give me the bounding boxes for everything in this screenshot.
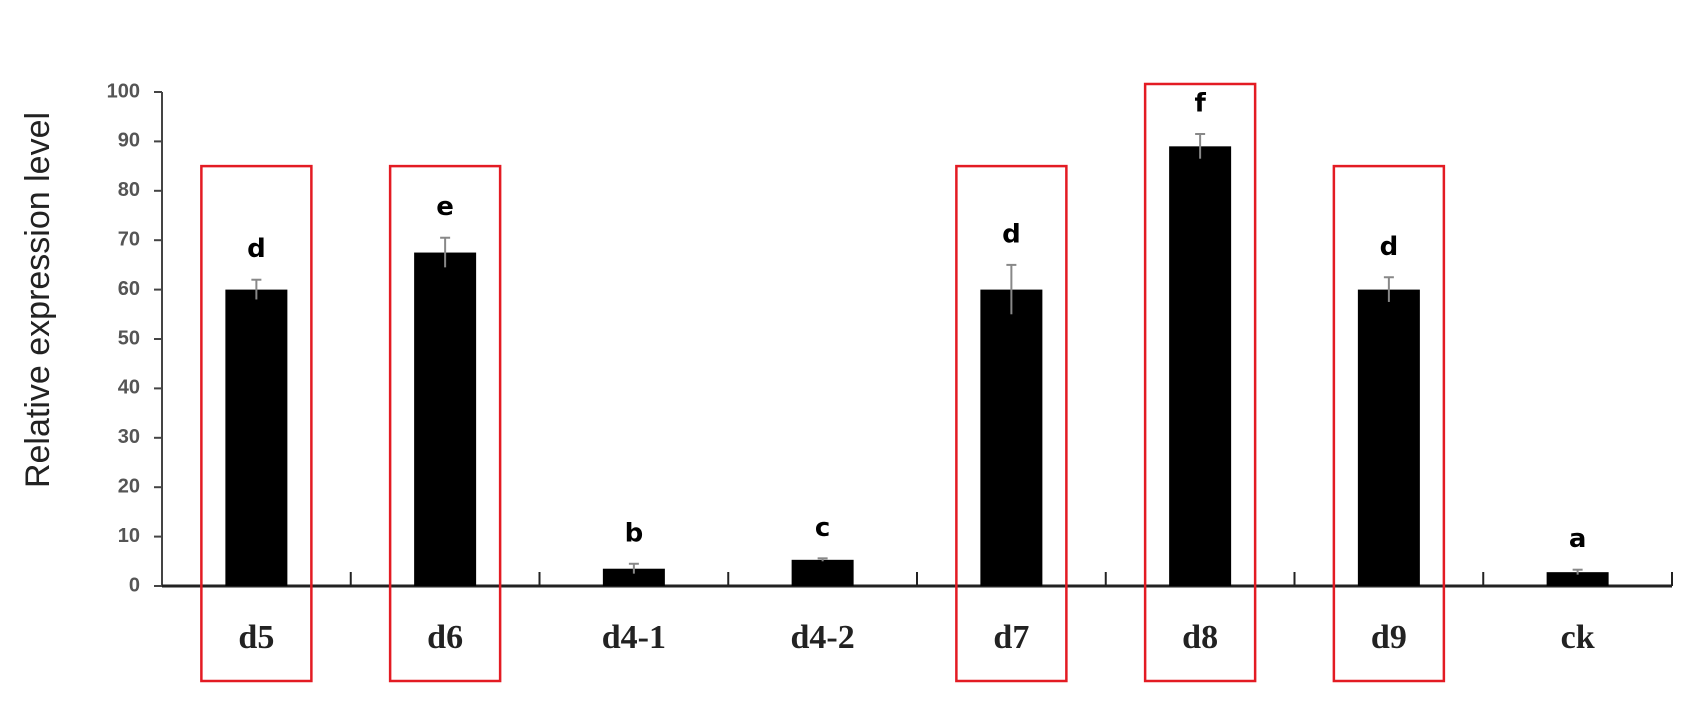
y-tick-label: 20 [118, 475, 140, 497]
y-tick-label: 60 [118, 278, 140, 300]
highlight-box [200, 164, 313, 683]
bar [791, 559, 854, 586]
bar [414, 252, 477, 587]
significance-letter: b [625, 518, 644, 548]
y-tick-label: 80 [118, 179, 140, 201]
y-tick-label: 30 [118, 426, 140, 448]
x-tick-label: ck [1561, 619, 1595, 656]
bar [1357, 289, 1420, 586]
x-tick-label: d4-2 [791, 619, 855, 656]
x-tick-label: d6 [427, 619, 463, 656]
bar [602, 568, 665, 586]
y-tick-label: 100 [107, 80, 140, 102]
highlight-box [388, 164, 502, 683]
x-tick-label: d5 [238, 619, 274, 656]
y-axis-label: Relative expression level [19, 112, 57, 488]
y-tick-label: 0 [129, 574, 140, 596]
bar [1546, 572, 1609, 586]
highlight-box [955, 164, 1068, 683]
y-tick-label: 50 [118, 327, 140, 349]
x-tick-label: d7 [993, 619, 1029, 656]
highlight-box [1332, 164, 1446, 683]
x-tick-label: d4-1 [602, 619, 666, 656]
bar [225, 289, 288, 586]
bar [1169, 146, 1232, 586]
y-tick-label: 40 [118, 377, 140, 399]
significance-letter: a [1569, 524, 1587, 554]
x-tick-label: d9 [1371, 619, 1407, 656]
significance-letter: d [247, 234, 266, 264]
bar [980, 289, 1043, 586]
significance-letter: c [815, 513, 830, 543]
y-tick-label: 70 [118, 228, 140, 250]
y-tick-label: 90 [118, 130, 140, 152]
x-tick-label: d8 [1182, 619, 1218, 656]
significance-letter: f [1194, 88, 1206, 118]
significance-letter: d [1002, 219, 1021, 249]
significance-letter: d [1380, 232, 1399, 262]
highlight-box [1143, 82, 1257, 683]
significance-letter: e [436, 192, 454, 222]
y-tick-label: 10 [118, 525, 140, 547]
